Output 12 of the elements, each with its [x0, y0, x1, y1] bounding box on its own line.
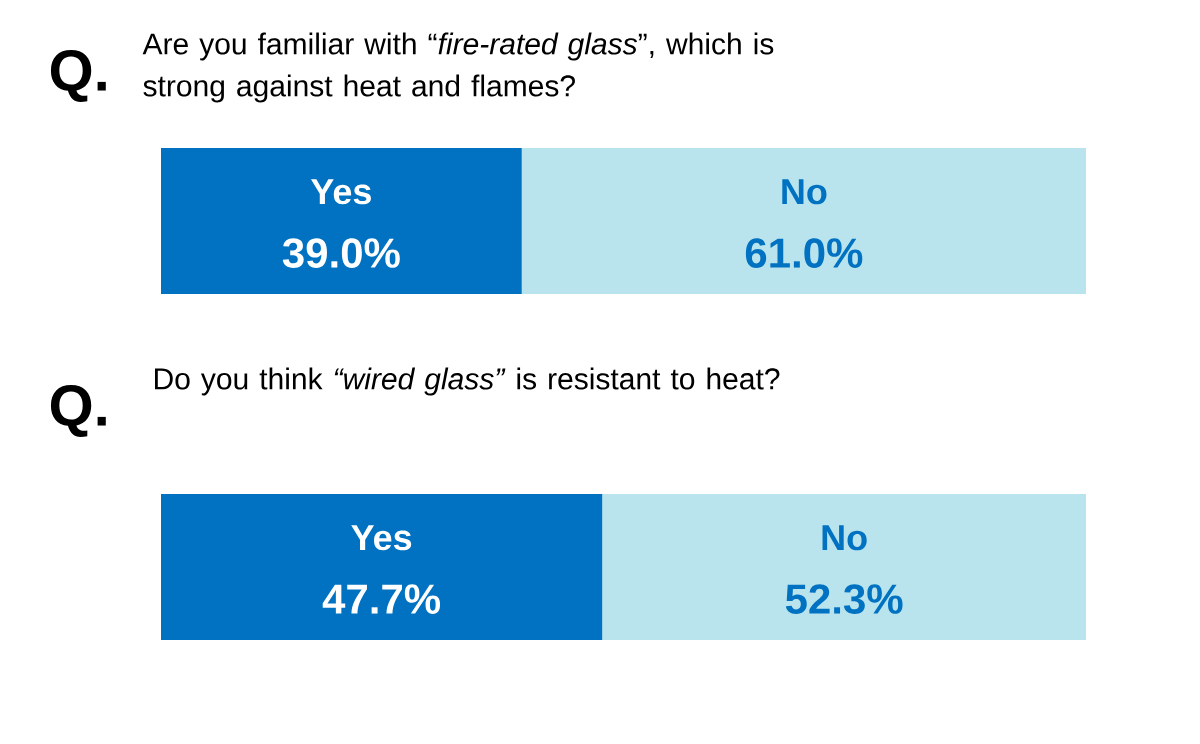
data-label: 39.0%	[282, 238, 400, 269]
series-label: No	[782, 179, 827, 205]
chart-title: Q.	[50, 385, 106, 437]
series-label: Yes	[351, 525, 412, 551]
data-label: 61.0%	[745, 238, 863, 268]
data-label: 52.3%	[785, 584, 903, 614]
data-label: 47.7%	[322, 584, 441, 614]
chart-subtitle: Do you think “wired glass” is resistant to heat?	[155, 367, 780, 396]
series-label: Yes	[310, 179, 371, 205]
text: Are you familiar with “fire-rated glass”, which is strong against heat and flames?	[142, 32, 774, 103]
series-label: No	[822, 525, 867, 551]
chart-title: Q.	[50, 50, 106, 102]
